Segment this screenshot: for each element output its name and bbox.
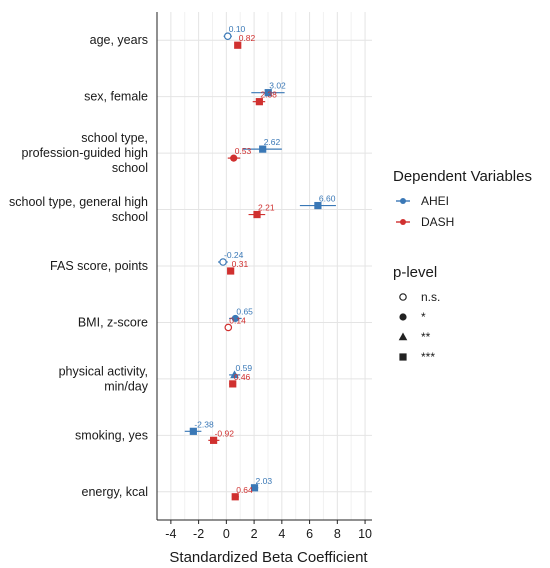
data-point	[223, 32, 232, 41]
category-label: BMI, z-score	[78, 315, 148, 329]
category-label-line: FAS score, points	[50, 259, 148, 273]
data-point	[230, 370, 239, 379]
category-label-line: school type, general high	[9, 195, 148, 209]
category-label: smoking, yes	[75, 428, 148, 442]
x-tick-label: 4	[278, 527, 285, 541]
data-point	[219, 258, 227, 266]
data-point	[231, 314, 239, 323]
legend-shape-triangle	[398, 332, 408, 341]
data-label: 0.31	[232, 259, 249, 269]
x-tick-label: 0	[223, 527, 230, 541]
legend-shape-circle	[399, 313, 407, 321]
category-label: sex, female	[84, 90, 148, 104]
data-label: 2.38	[260, 90, 277, 100]
data-label: 0.59	[236, 363, 253, 373]
data-point	[209, 436, 218, 444]
data-point	[234, 41, 242, 49]
category-label: FAS score, points	[50, 259, 148, 273]
legend-shape-square	[399, 353, 407, 361]
legend-label: DASH	[421, 215, 454, 229]
category-label-line: school	[112, 210, 148, 224]
data-label: 2.03	[256, 476, 273, 486]
x-tick-label: 10	[358, 527, 372, 541]
legend-marker	[400, 219, 406, 225]
series-dash: 0.82 2.38 0.53 2.21 0.31 0.14 0.46 -0.92 0.64	[208, 33, 277, 501]
category-label: school type, profession-guided high school	[22, 131, 149, 175]
category-label: age, years	[90, 33, 148, 47]
data-point	[227, 267, 235, 275]
data-point	[314, 201, 322, 210]
x-tick-label: 8	[334, 527, 341, 541]
data-point	[229, 380, 237, 388]
data-point	[230, 154, 238, 162]
category-label-line: profession-guided high	[22, 146, 149, 160]
legend-label: *	[421, 310, 426, 324]
legend-label: AHEI	[421, 194, 449, 208]
category-label-line: energy, kcal	[82, 485, 148, 499]
category-label-line: school type,	[81, 131, 148, 145]
data-label: 0.14	[229, 315, 246, 325]
legend-title-shape: p-level	[393, 264, 437, 281]
x-tick-label: -4	[165, 527, 176, 541]
data-label: 0.10	[229, 24, 246, 34]
data-label: 3.02	[269, 81, 286, 91]
category-label: physical activity, min/day	[59, 364, 149, 393]
category-label-line: BMI, z-score	[78, 315, 148, 329]
x-tick-label: 2	[251, 527, 258, 541]
data-label: -0.92	[215, 428, 235, 438]
data-point	[189, 427, 197, 435]
data-point	[250, 484, 259, 492]
data-label: 6.60	[319, 194, 336, 204]
category-label-line: smoking, yes	[75, 428, 148, 442]
legend-marker	[400, 198, 406, 204]
data-point	[253, 210, 261, 219]
category-label-line: min/day	[104, 379, 149, 393]
category-label-line: sex, female	[84, 90, 148, 104]
x-tick-label: 6	[306, 527, 313, 541]
data-point	[224, 323, 233, 332]
series-ahei: 0.10 3.02 2.62 6.60 -0.24 0.65 0.59 -2.38 2.03	[184, 24, 336, 492]
legend-shape-open-circle	[399, 293, 407, 301]
data-label: 0.64	[236, 485, 253, 495]
data-label: -2.38	[194, 419, 214, 429]
category-label: school type, general high school	[9, 195, 148, 224]
category-label-line: physical activity,	[59, 364, 148, 378]
data-point	[231, 493, 239, 501]
legend-label: n.s.	[421, 290, 440, 304]
x-axis-title: Standardized Beta Coefficient	[169, 549, 368, 566]
legend-label: ***	[421, 350, 435, 364]
legend-title-series: Dependent Variables	[393, 168, 532, 185]
data-point	[255, 98, 263, 106]
data-label: -0.24	[224, 250, 244, 260]
category-label-line: age, years	[90, 33, 148, 47]
category-label: energy, kcal	[82, 485, 148, 499]
data-point	[259, 145, 267, 153]
data-label: 2.62	[264, 137, 281, 147]
x-tick-label: -2	[193, 527, 204, 541]
data-label: 0.82	[239, 33, 256, 43]
legend-label: **	[421, 330, 431, 344]
data-label: 2.21	[258, 203, 275, 213]
category-label-line: school	[112, 161, 148, 175]
legend: Dependent VariablesAHEIDASHp-leveln.s.**…	[393, 168, 532, 364]
data-label: 0.46	[234, 372, 251, 382]
data-point	[264, 89, 272, 97]
data-label: 0.65	[236, 306, 253, 316]
data-label: 0.53	[235, 146, 252, 156]
